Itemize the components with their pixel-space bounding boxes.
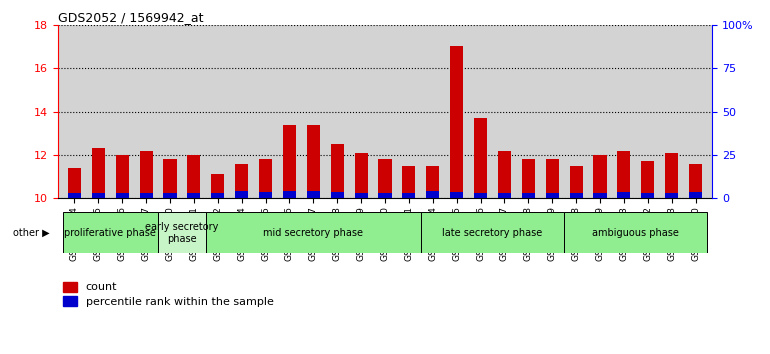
Bar bbox=[92, 193, 105, 198]
Bar bbox=[259, 159, 272, 198]
Bar bbox=[378, 159, 392, 198]
Bar bbox=[570, 166, 583, 198]
Text: early secretory
phase: early secretory phase bbox=[146, 222, 219, 244]
Bar bbox=[618, 192, 631, 198]
Bar bbox=[330, 144, 343, 198]
Bar bbox=[594, 193, 607, 198]
Bar bbox=[665, 193, 678, 198]
Bar bbox=[163, 159, 176, 198]
Bar bbox=[474, 193, 487, 198]
Text: ambiguous phase: ambiguous phase bbox=[592, 228, 679, 238]
Legend: count, percentile rank within the sample: count, percentile rank within the sample bbox=[63, 282, 273, 307]
Bar bbox=[498, 193, 511, 198]
Bar bbox=[421, 212, 564, 253]
Bar bbox=[474, 118, 487, 198]
Bar bbox=[62, 212, 158, 253]
Bar bbox=[546, 193, 559, 198]
Bar bbox=[354, 153, 368, 198]
Bar bbox=[546, 159, 559, 198]
Bar bbox=[570, 193, 583, 198]
Bar bbox=[306, 191, 320, 198]
Bar bbox=[283, 125, 296, 198]
Bar bbox=[68, 168, 81, 198]
Bar bbox=[378, 193, 392, 198]
Bar bbox=[618, 150, 631, 198]
Bar bbox=[259, 192, 272, 198]
Bar bbox=[641, 193, 654, 198]
Bar bbox=[402, 193, 416, 198]
Bar bbox=[163, 193, 176, 198]
Bar bbox=[594, 155, 607, 198]
Bar bbox=[283, 191, 296, 198]
Bar bbox=[235, 191, 248, 198]
Text: GDS2052 / 1569942_at: GDS2052 / 1569942_at bbox=[58, 11, 203, 24]
Bar bbox=[187, 193, 200, 198]
Bar bbox=[498, 150, 511, 198]
Bar bbox=[158, 212, 206, 253]
Bar bbox=[522, 193, 535, 198]
Bar bbox=[427, 166, 440, 198]
Bar bbox=[354, 193, 368, 198]
Bar bbox=[116, 155, 129, 198]
Bar bbox=[92, 148, 105, 198]
Bar bbox=[139, 150, 152, 198]
Bar bbox=[427, 191, 440, 198]
Text: mid secretory phase: mid secretory phase bbox=[263, 228, 363, 238]
Text: proliferative phase: proliferative phase bbox=[65, 228, 156, 238]
Bar bbox=[187, 155, 200, 198]
Bar bbox=[689, 192, 702, 198]
Bar bbox=[116, 193, 129, 198]
Bar bbox=[330, 192, 343, 198]
Bar bbox=[211, 175, 224, 198]
Bar bbox=[665, 153, 678, 198]
Bar bbox=[211, 193, 224, 198]
Bar bbox=[139, 193, 152, 198]
Bar bbox=[641, 161, 654, 198]
Bar bbox=[450, 46, 464, 198]
Bar bbox=[306, 125, 320, 198]
Bar bbox=[235, 164, 248, 198]
Text: late secretory phase: late secretory phase bbox=[443, 228, 543, 238]
Bar bbox=[564, 212, 708, 253]
Bar bbox=[689, 164, 702, 198]
Bar bbox=[522, 159, 535, 198]
Bar bbox=[206, 212, 421, 253]
Text: other ▶: other ▶ bbox=[13, 228, 50, 238]
Bar bbox=[402, 166, 416, 198]
Bar bbox=[68, 193, 81, 198]
Bar bbox=[450, 192, 464, 198]
